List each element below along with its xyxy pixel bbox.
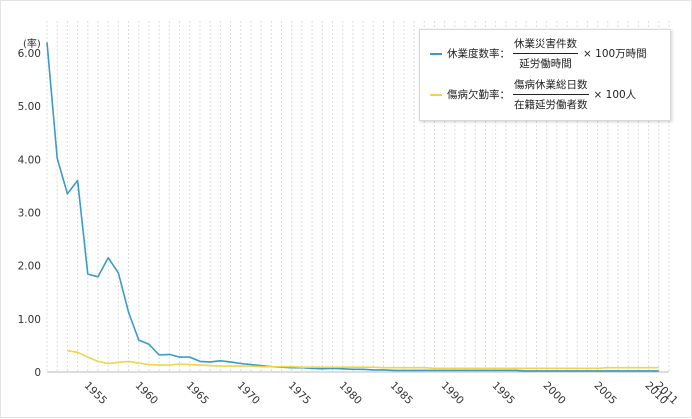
y-tick-label-4: 4.00: [18, 154, 41, 166]
legend-formula-denominator-2: 在籍延労働者数: [514, 99, 588, 111]
legend-swatch-series-2: [430, 93, 442, 96]
legend-formula-fraction-2: 傷病休業総日数 在籍延労働者数: [513, 77, 589, 112]
legend-formula-numerator-2: 傷病休業総日数: [513, 77, 589, 95]
legend-formula-multiplier-2: × 100人: [593, 89, 637, 101]
y-tick-label-5: 5.00: [18, 101, 41, 113]
x-tick-label-1955: 1955: [82, 380, 109, 407]
legend-formula-fraction-1: 休業災害件数 延労働時間: [513, 36, 578, 71]
legend-formula-numerator-1: 休業災害件数: [513, 36, 578, 54]
x-tick-label-1970: 1970: [235, 380, 262, 407]
legend-label-series-2: 傷病欠勤率: [447, 89, 500, 101]
x-tick-label-1995: 1995: [490, 380, 517, 407]
series-line-1: [46, 42, 659, 372]
x-tick-label-1980: 1980: [337, 380, 364, 407]
y-tick-label-0: 0: [34, 367, 41, 379]
x-tick-label-1985: 1985: [388, 380, 415, 407]
legend-label-series-1: 休業度数率: [447, 48, 500, 60]
legend-colon-series-1: ：: [499, 48, 511, 60]
legend-formula-denominator-1: 延労働時間: [519, 58, 572, 70]
x-tick-label-1990: 1990: [439, 380, 466, 407]
legend-swatch-series-1: [430, 52, 442, 55]
legend-item-series-1: 休業度数率： 休業災害件数 延労働時間 × 100万時間: [430, 36, 647, 71]
x-tick-label-1965: 1965: [184, 380, 211, 407]
legend-item-series-2: 傷病欠勤率： 傷病休業総日数 在籍延労働者数 × 100人: [430, 77, 636, 112]
y-tick-label-3: 3.00: [18, 207, 41, 219]
gridlines: [46, 21, 670, 372]
y-tick-label-1: 1.00: [18, 314, 41, 326]
y-axis-unit-label: (率): [23, 37, 41, 50]
y-tick-label-2: 2.00: [18, 261, 41, 273]
x-tick-label-2000: 2000: [541, 380, 568, 407]
x-tick-label-1975: 1975: [286, 380, 313, 407]
x-tick-label-1960: 1960: [133, 380, 160, 407]
legend-colon-series-2: ：: [499, 89, 511, 101]
series-line-2: [67, 349, 659, 370]
legend: 休業度数率： 休業災害件数 延労働時間 × 100万時間 傷病欠勤率： 傷病休業…: [419, 29, 671, 121]
x-tick-label-2005: 2005: [592, 380, 619, 407]
legend-formula-multiplier-1: × 100万時間: [583, 48, 647, 60]
y-tick-label-6: 6.00: [18, 48, 41, 60]
